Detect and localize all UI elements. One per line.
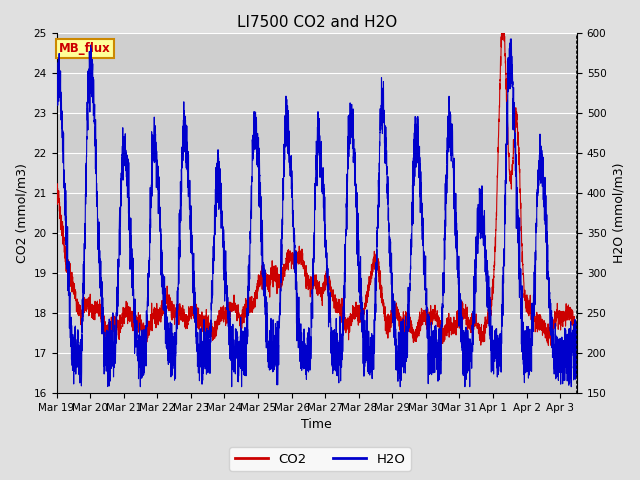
Y-axis label: CO2 (mmol/m3): CO2 (mmol/m3) <box>15 163 28 263</box>
Bar <box>56 353 577 393</box>
Bar <box>56 193 577 233</box>
Legend: CO2, H2O: CO2, H2O <box>229 447 411 471</box>
Bar <box>56 273 577 313</box>
Text: MB_flux: MB_flux <box>59 42 111 55</box>
Bar <box>56 33 577 72</box>
X-axis label: Time: Time <box>301 419 332 432</box>
Y-axis label: H2O (mmol/m3): H2O (mmol/m3) <box>612 163 625 263</box>
Title: LI7500 CO2 and H2O: LI7500 CO2 and H2O <box>237 15 397 30</box>
Bar <box>56 113 577 153</box>
